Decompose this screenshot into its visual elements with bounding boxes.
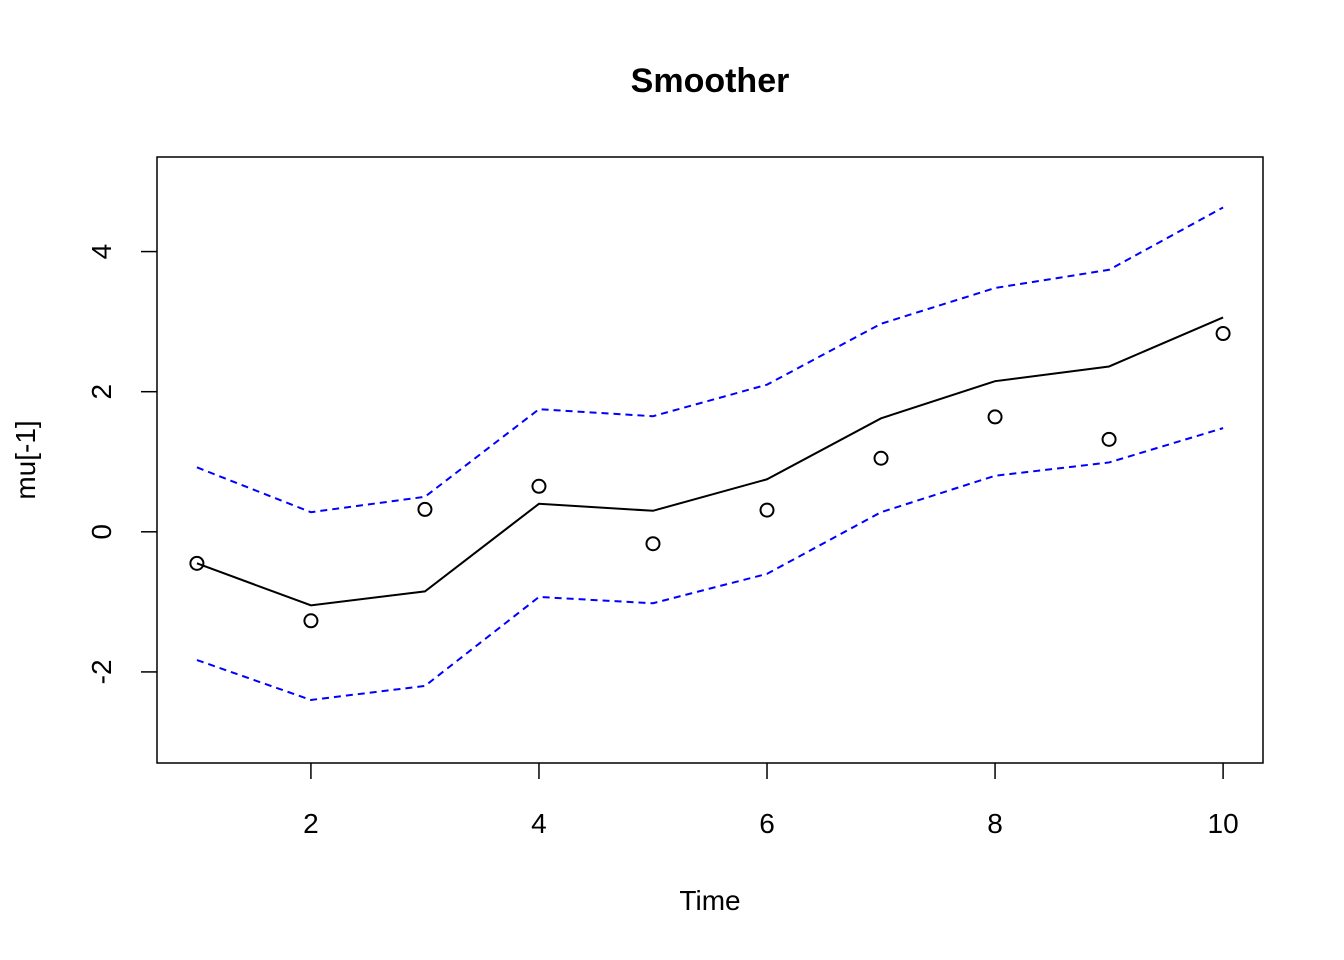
- data-point: [645, 536, 661, 552]
- x-tick-label: 10: [1208, 808, 1239, 839]
- y-tick-label: -2: [86, 659, 117, 684]
- y-axis-label: mu[-1]: [10, 420, 41, 499]
- lower-bound-line: [196, 427, 1224, 701]
- data-point: [417, 501, 433, 517]
- y-tick-label: 0: [86, 524, 117, 540]
- series-layer: [189, 206, 1231, 701]
- chart-title: Smoother: [631, 62, 790, 100]
- y-tick-label: 2: [86, 384, 117, 400]
- y-tick-label: 4: [86, 244, 117, 260]
- plot-frame: [156, 156, 1264, 764]
- data-point: [987, 409, 1003, 425]
- data-point: [1101, 431, 1117, 447]
- data-point: [303, 613, 319, 629]
- x-tick-label: 2: [303, 808, 319, 839]
- x-tick-label: 8: [987, 808, 1003, 839]
- x-axis: 2 4 6 8 10: [303, 763, 1239, 839]
- x-axis-label: Time: [679, 885, 740, 916]
- data-point: [1215, 326, 1231, 342]
- observation-points: [189, 326, 1231, 629]
- data-point: [189, 555, 205, 571]
- x-tick-label: 4: [531, 808, 547, 839]
- x-tick-label: 6: [759, 808, 775, 839]
- y-axis: -2 0 2 4: [86, 244, 157, 684]
- data-point: [531, 478, 547, 494]
- data-point: [759, 502, 775, 518]
- data-point: [873, 450, 889, 466]
- smoothed-mean-line: [196, 316, 1224, 607]
- upper-bound-line: [196, 206, 1224, 514]
